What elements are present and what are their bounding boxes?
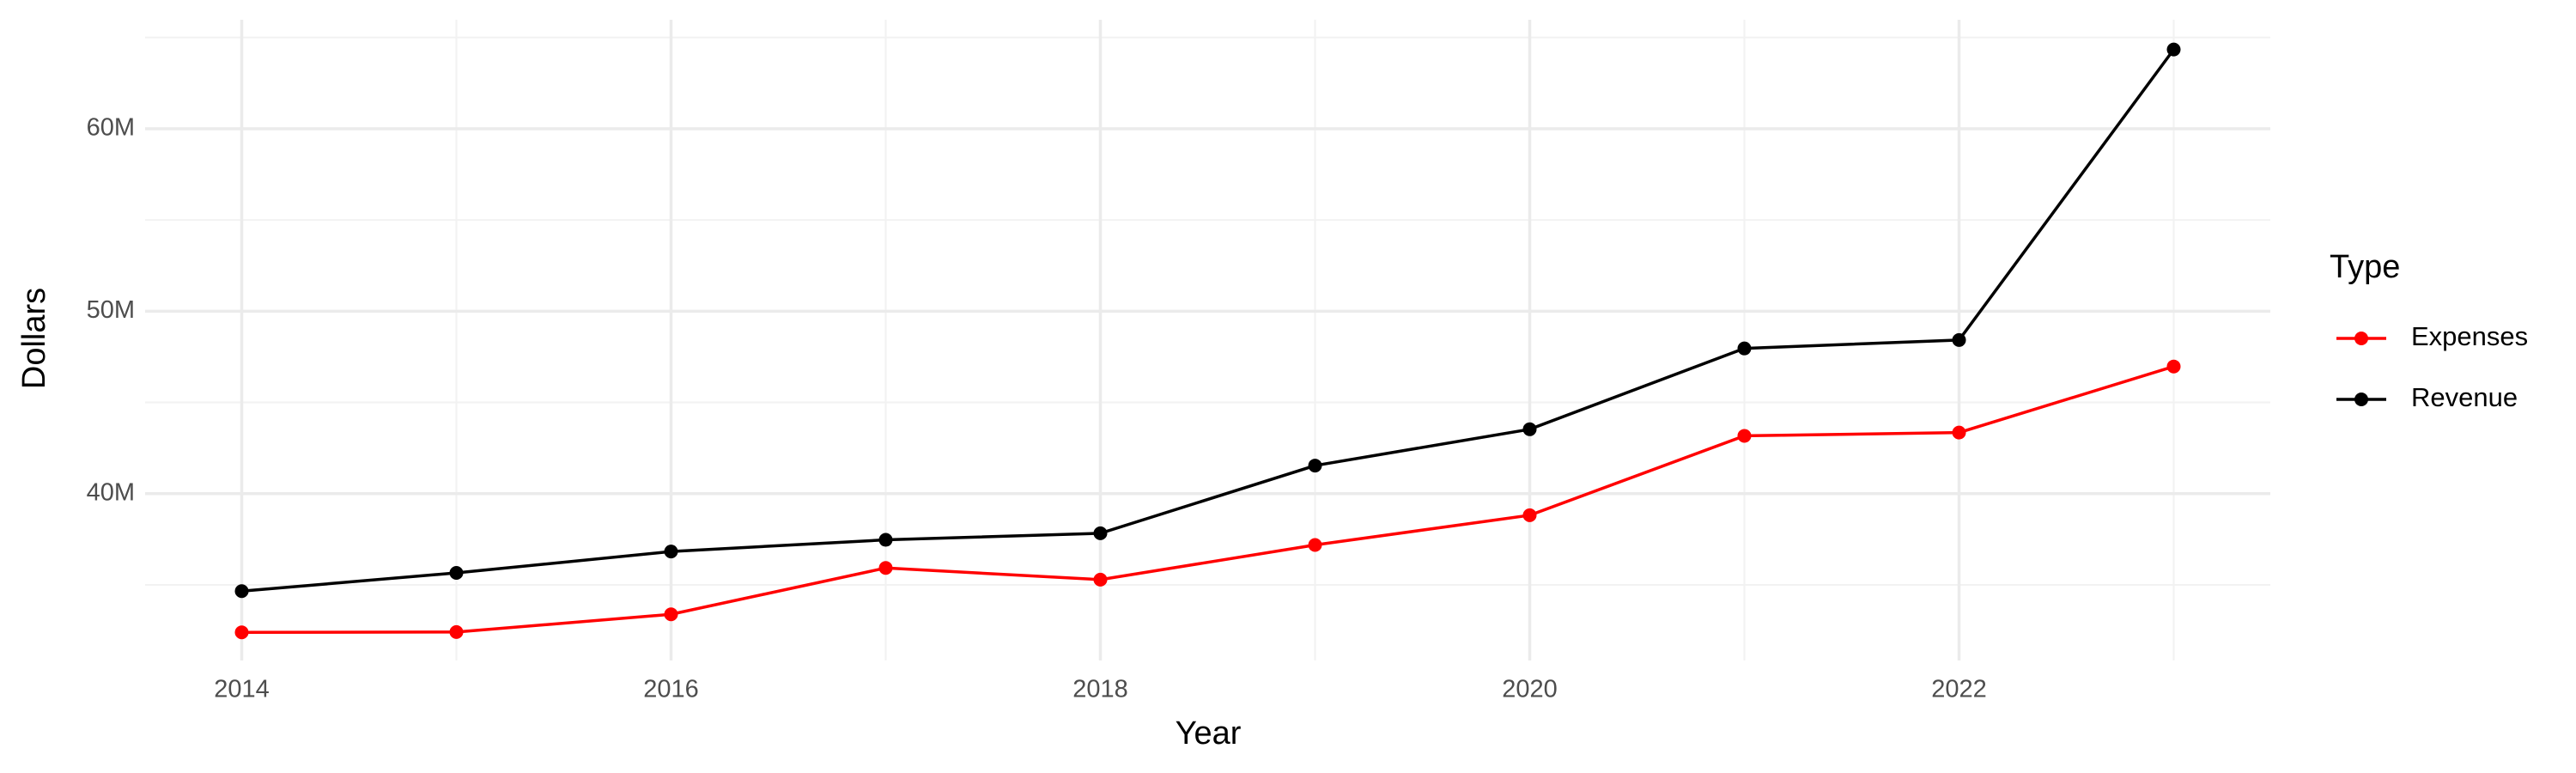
y-tick-label: 50M bbox=[87, 296, 135, 324]
point bbox=[2166, 359, 2181, 374]
point bbox=[1308, 538, 1322, 552]
legend-label: Expenses bbox=[2411, 321, 2528, 351]
point bbox=[234, 584, 249, 599]
point bbox=[878, 561, 893, 575]
point bbox=[1952, 332, 1966, 347]
point bbox=[1952, 425, 1966, 440]
point bbox=[1737, 341, 1752, 356]
legend-key-point bbox=[2354, 332, 2368, 345]
x-tick-label: 2020 bbox=[1502, 676, 1558, 703]
point bbox=[1522, 422, 1537, 436]
x-axis-title: Year bbox=[1176, 715, 1242, 752]
point bbox=[878, 533, 893, 547]
y-tick-label: 60M bbox=[87, 114, 135, 142]
point bbox=[1737, 429, 1752, 443]
point bbox=[664, 607, 678, 622]
y-tick-label: 40M bbox=[87, 478, 135, 506]
point bbox=[664, 545, 678, 559]
point bbox=[234, 625, 249, 640]
x-tick-label: 2016 bbox=[643, 676, 699, 703]
legend-title: Type bbox=[2330, 249, 2400, 285]
point bbox=[1093, 572, 1108, 587]
legend-key-point bbox=[2354, 393, 2368, 406]
point bbox=[1522, 508, 1537, 522]
x-tick-label: 2014 bbox=[214, 676, 270, 703]
point bbox=[449, 566, 464, 581]
line bbox=[241, 365, 2175, 635]
x-tick-label: 2018 bbox=[1072, 676, 1128, 703]
point bbox=[449, 624, 464, 639]
point bbox=[1308, 459, 1322, 473]
legend-label: Revenue bbox=[2411, 382, 2518, 412]
y-axis-title: Dollars bbox=[16, 288, 52, 389]
point bbox=[1093, 526, 1108, 540]
x-tick-label: 2022 bbox=[1931, 676, 1987, 703]
line bbox=[241, 48, 2175, 593]
point bbox=[2166, 42, 2181, 57]
